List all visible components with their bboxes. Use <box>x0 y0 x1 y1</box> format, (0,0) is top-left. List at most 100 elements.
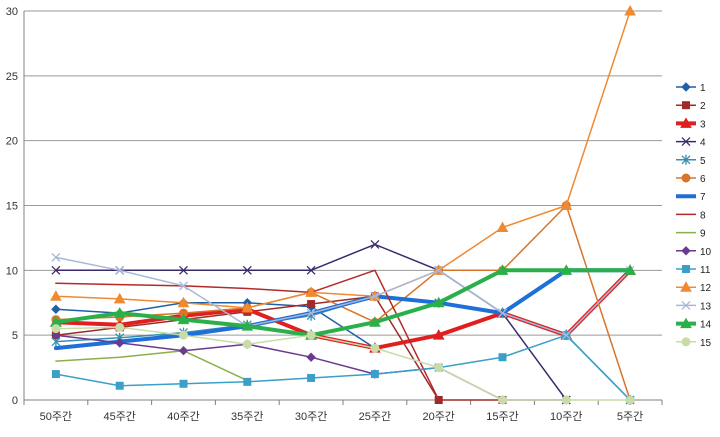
legend-entry: 14 <box>676 317 712 331</box>
legend-label: 6 <box>700 174 706 185</box>
data-point <box>307 300 316 309</box>
legend-label: 3 <box>700 119 706 130</box>
y-tick-label: 25 <box>6 71 18 83</box>
data-point <box>370 370 379 379</box>
data-point <box>242 339 252 349</box>
data-point <box>306 352 316 362</box>
legend-marker <box>681 300 691 310</box>
legend-entry: 6 <box>676 173 706 185</box>
series-line <box>55 295 504 401</box>
legend-label: 11 <box>700 265 711 276</box>
data-point <box>179 265 188 275</box>
legend-label: 5 <box>700 156 706 167</box>
legend-marker <box>681 173 691 183</box>
legend-label: 12 <box>700 283 712 294</box>
data-point <box>370 291 380 301</box>
data-point <box>432 329 445 340</box>
y-tick-label: 30 <box>6 6 18 18</box>
x-tick-label: 45주간 <box>103 410 135 423</box>
data-point <box>243 377 252 386</box>
legend-marker <box>680 317 692 329</box>
x-tick-label: 30주간 <box>295 410 327 423</box>
x-tick-label: 40주간 <box>167 410 199 423</box>
data-point <box>51 304 61 314</box>
series-line <box>55 349 249 382</box>
data-point <box>51 265 61 275</box>
data-point <box>179 379 188 388</box>
data-point <box>178 346 189 356</box>
series-line <box>55 326 631 401</box>
data-point <box>115 322 125 332</box>
data-point <box>561 330 571 340</box>
x-tick-label: 25주간 <box>359 410 391 423</box>
legend-marker <box>680 117 692 128</box>
data-point <box>51 370 60 379</box>
data-point <box>498 353 507 362</box>
data-point <box>179 330 188 340</box>
data-point <box>50 290 62 301</box>
legend-label: 13 <box>700 301 712 312</box>
legend-entry: 10 <box>676 246 712 258</box>
y-tick-label: 5 <box>12 330 18 342</box>
x-tick-label: 20주간 <box>422 410 454 423</box>
data-point <box>306 330 316 340</box>
legend-label: 7 <box>700 192 706 203</box>
data-point <box>561 395 571 405</box>
x-tick-label: 15주간 <box>486 410 518 423</box>
data-point <box>496 264 509 275</box>
series-15 <box>51 322 635 405</box>
data-point <box>51 252 61 262</box>
series-lines <box>50 4 636 405</box>
y-tick-label: 20 <box>6 136 18 148</box>
data-point <box>370 343 380 353</box>
series-line <box>53 268 633 338</box>
data-point <box>624 4 636 16</box>
data-point <box>115 381 124 390</box>
legend-label: 4 <box>700 138 706 149</box>
series-line <box>55 269 440 401</box>
series-8 <box>55 269 440 401</box>
legend-marker <box>681 82 691 92</box>
data-point <box>370 239 380 249</box>
data-point <box>306 265 316 275</box>
data-point <box>624 264 636 275</box>
legend-marker <box>681 154 691 165</box>
legend-label: 1 <box>700 83 706 94</box>
legend-label: 9 <box>700 229 706 240</box>
data-point <box>434 363 444 373</box>
legend-label: 15 <box>700 338 712 349</box>
data-point <box>179 281 188 291</box>
legend-entry: 1 <box>676 82 706 94</box>
legend-entry: 4 <box>676 137 706 149</box>
series-line <box>55 302 376 349</box>
legend-label: 2 <box>700 101 706 112</box>
data-point <box>560 199 573 210</box>
legend-entry: 3 <box>676 117 706 130</box>
legend-label: 8 <box>700 210 706 221</box>
data-point <box>113 292 126 304</box>
legend-entry: 5 <box>676 154 706 167</box>
series-line <box>55 10 631 309</box>
data-point <box>305 286 317 297</box>
data-point <box>114 338 125 348</box>
legend-entry: 8 <box>676 210 706 221</box>
legend-entry: 2 <box>676 101 706 112</box>
data-point <box>51 330 61 340</box>
data-point <box>307 373 316 382</box>
data-point <box>241 320 254 331</box>
y-tick-label: 15 <box>6 201 18 213</box>
legend-entry: 13 <box>676 300 712 312</box>
data-point <box>241 301 254 313</box>
legend-label: 10 <box>700 247 712 258</box>
legend-marker <box>681 337 691 347</box>
legend-entry: 12 <box>676 281 712 294</box>
legend-marker <box>680 281 692 292</box>
data-point <box>369 316 381 327</box>
legend-marker <box>682 101 690 110</box>
y-tick-label: 10 <box>6 265 18 277</box>
legend-marker <box>681 137 691 147</box>
